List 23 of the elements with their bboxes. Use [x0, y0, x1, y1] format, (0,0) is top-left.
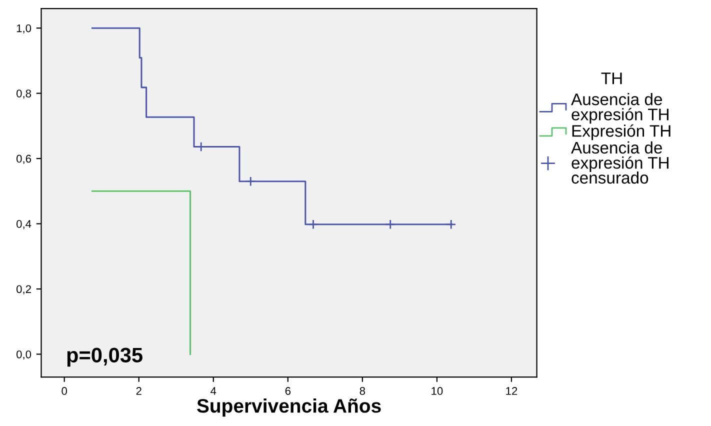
- x-tick-label: 8: [360, 387, 366, 395]
- annotation: p=0,035: [67, 348, 142, 367]
- point: [308, 219, 318, 230]
- x-tick-label: 10: [432, 387, 443, 395]
- x-axis-title: Supervivencia Años: [197, 398, 381, 417]
- point: [385, 219, 396, 230]
- legend-label: Ausencia de expresión TH: [571, 93, 668, 124]
- y-tick-label: 0,0: [16, 350, 32, 360]
- x-tick-label: 2: [136, 387, 142, 395]
- y-tick-label: 0,4: [16, 220, 32, 230]
- point: [446, 219, 456, 230]
- y-tick-label: 0,8: [16, 90, 32, 99]
- y-tick-label: 1,0: [16, 24, 32, 34]
- point: [246, 176, 256, 186]
- legend-label: Ausencia de expresión TH censurado: [571, 141, 668, 184]
- y-tick-label: 0,2: [16, 285, 31, 294]
- x-tick-label: 6: [285, 387, 291, 395]
- legend-title: TH: [601, 72, 622, 84]
- y-tick-label: 0,6: [16, 154, 32, 164]
- x-tick-label: 4: [210, 387, 216, 395]
- x-tick-label: 12: [506, 387, 518, 395]
- x-tick-label: 0: [62, 387, 67, 395]
- legend-label: Expresión TH: [572, 124, 670, 140]
